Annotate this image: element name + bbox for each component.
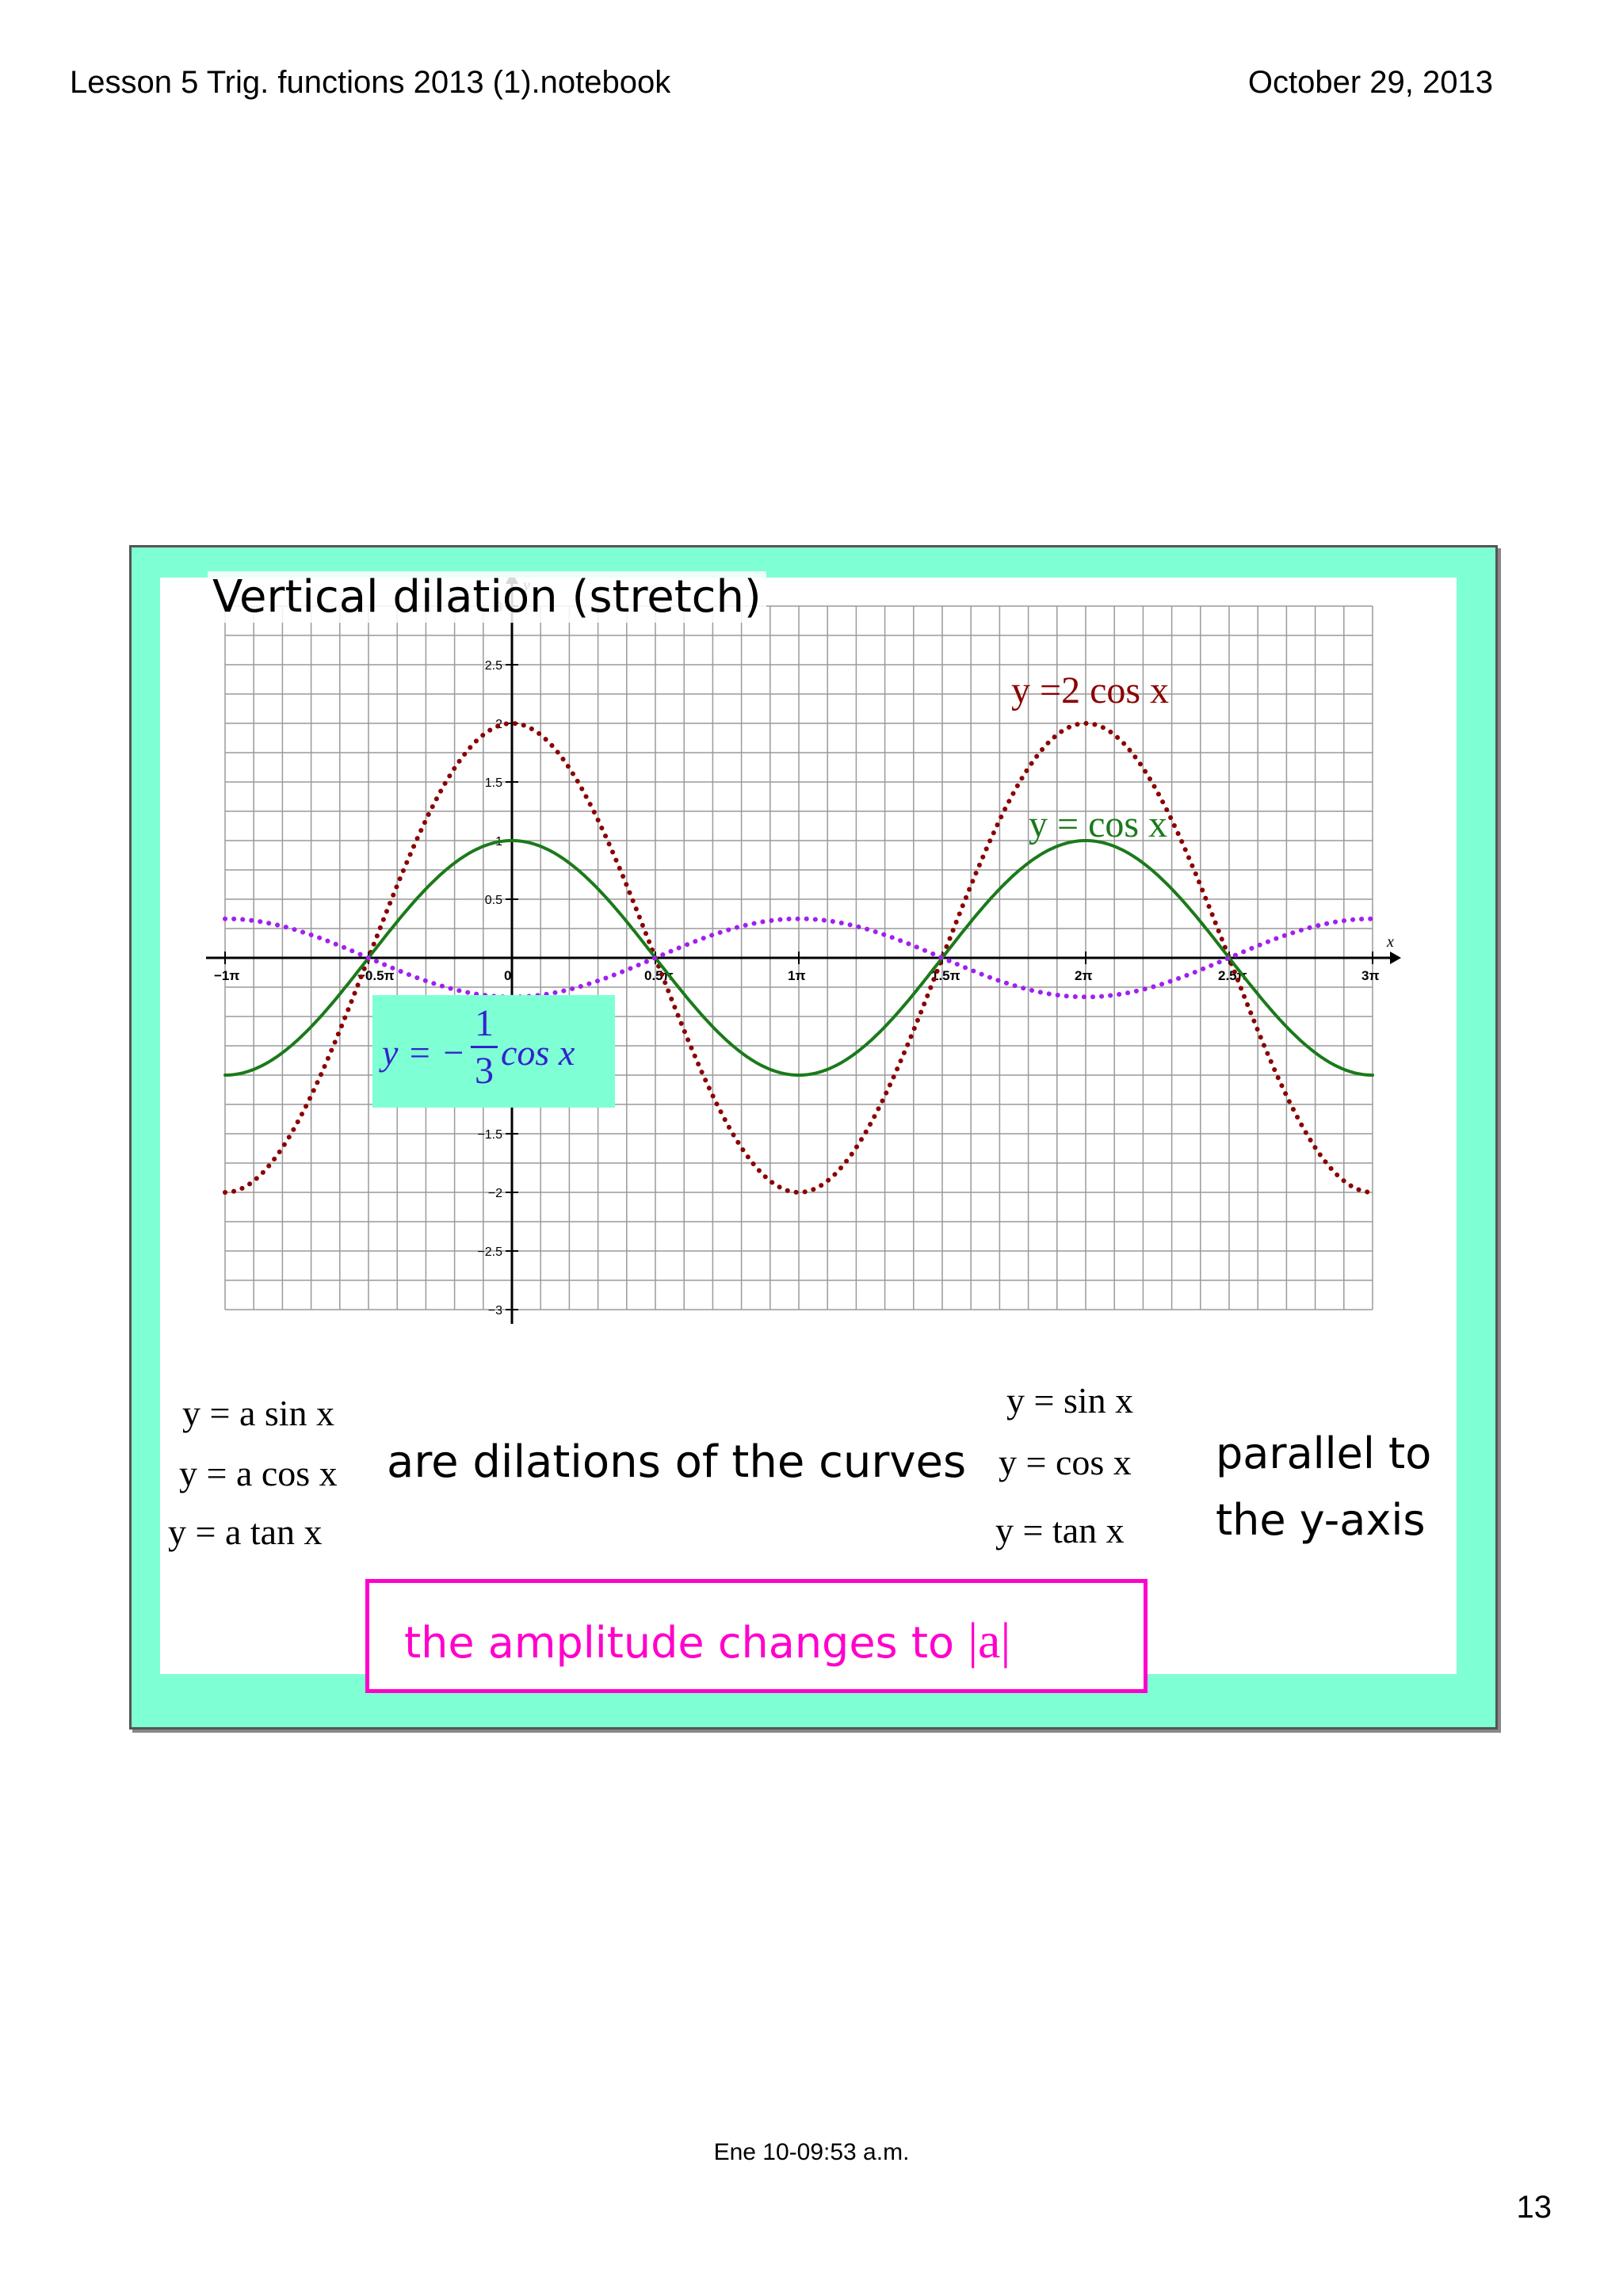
parallel-text-2: the y-axis bbox=[1216, 1495, 1426, 1545]
x-tick-label: −1π bbox=[214, 968, 239, 983]
formula-cos: y = cos x bbox=[999, 1442, 1132, 1482]
y-tick-label: −3 bbox=[488, 1304, 502, 1318]
formula-a-tan: y = a tan x bbox=[168, 1512, 323, 1552]
equation-lhs: y = − bbox=[382, 1032, 466, 1073]
dilation-text: are dilations of the curves bbox=[387, 1436, 967, 1488]
page-number: 13 bbox=[1516, 2190, 1552, 2225]
x-tick-label: 0 bbox=[504, 968, 511, 983]
x-tick-label: 1π bbox=[788, 968, 805, 983]
slide-title: Vertical dilation (stretch) bbox=[208, 571, 766, 623]
trig-graph: xy−1π−0.5π00.5π1π1.5π2π2.5π3π−3−2.5−2−1.… bbox=[206, 578, 1401, 1324]
y-tick-label: −2.5 bbox=[477, 1245, 502, 1259]
y-tick-label: −2 bbox=[488, 1187, 502, 1200]
parallel-text-1: parallel to bbox=[1216, 1428, 1432, 1478]
formula-tan: y = tan x bbox=[995, 1510, 1125, 1550]
amplitude-note-text: the amplitude changes to bbox=[404, 1618, 968, 1668]
amplitude-note: the amplitude changes to |a| bbox=[404, 1611, 1010, 1670]
curve-third-cos bbox=[223, 916, 1375, 1000]
equation-fraction: 1 3 bbox=[471, 1001, 498, 1094]
x-tick-label: 2π bbox=[1075, 968, 1092, 983]
y-tick-label: 2.5 bbox=[485, 659, 502, 673]
amplitude-symbol: |a| bbox=[968, 1612, 1011, 1669]
boxed-equation: y = − 1 3 cos x bbox=[372, 995, 615, 1108]
y-tick-label: −1.5 bbox=[477, 1128, 502, 1142]
equation-denominator: 3 bbox=[475, 1050, 494, 1092]
y-tick-label: 1.5 bbox=[485, 776, 502, 790]
equation-numerator: 1 bbox=[475, 1002, 494, 1044]
y-tick-label: 0.5 bbox=[485, 894, 502, 907]
fraction-bar bbox=[471, 1046, 498, 1048]
curve-cos bbox=[223, 839, 1374, 1077]
slide-frame: Vertical dilation (stretch) xy−1π−0.5π00… bbox=[129, 545, 1498, 1730]
footer-timestamp: Ene 10-09:53 a.m. bbox=[713, 2139, 910, 2165]
x-tick-label: 3π bbox=[1361, 968, 1379, 983]
formula-a-cos: y = a cos x bbox=[179, 1453, 338, 1493]
label-cos: y = cos x bbox=[1029, 803, 1168, 845]
x-axis-label: x bbox=[1386, 933, 1394, 951]
curve-two-cos bbox=[223, 720, 1375, 1196]
document-date: October 29, 2013 bbox=[1247, 65, 1493, 100]
amplitude-note-box: the amplitude changes to |a| bbox=[365, 1579, 1148, 1693]
x-axis-arrow bbox=[1390, 952, 1401, 964]
formula-sin: y = sin x bbox=[1006, 1380, 1134, 1421]
slide-content: Vertical dilation (stretch) xy−1π−0.5π00… bbox=[160, 571, 1457, 1693]
x-tick-label: −0.5π bbox=[357, 968, 395, 983]
equation-rhs: cos x bbox=[501, 1032, 575, 1073]
document-title: Lesson 5 Trig. functions 2013 (1).notebo… bbox=[70, 65, 671, 100]
label-two-cos: y =2 cos x bbox=[1011, 669, 1170, 711]
formula-a-sin: y = a sin x bbox=[182, 1393, 335, 1433]
